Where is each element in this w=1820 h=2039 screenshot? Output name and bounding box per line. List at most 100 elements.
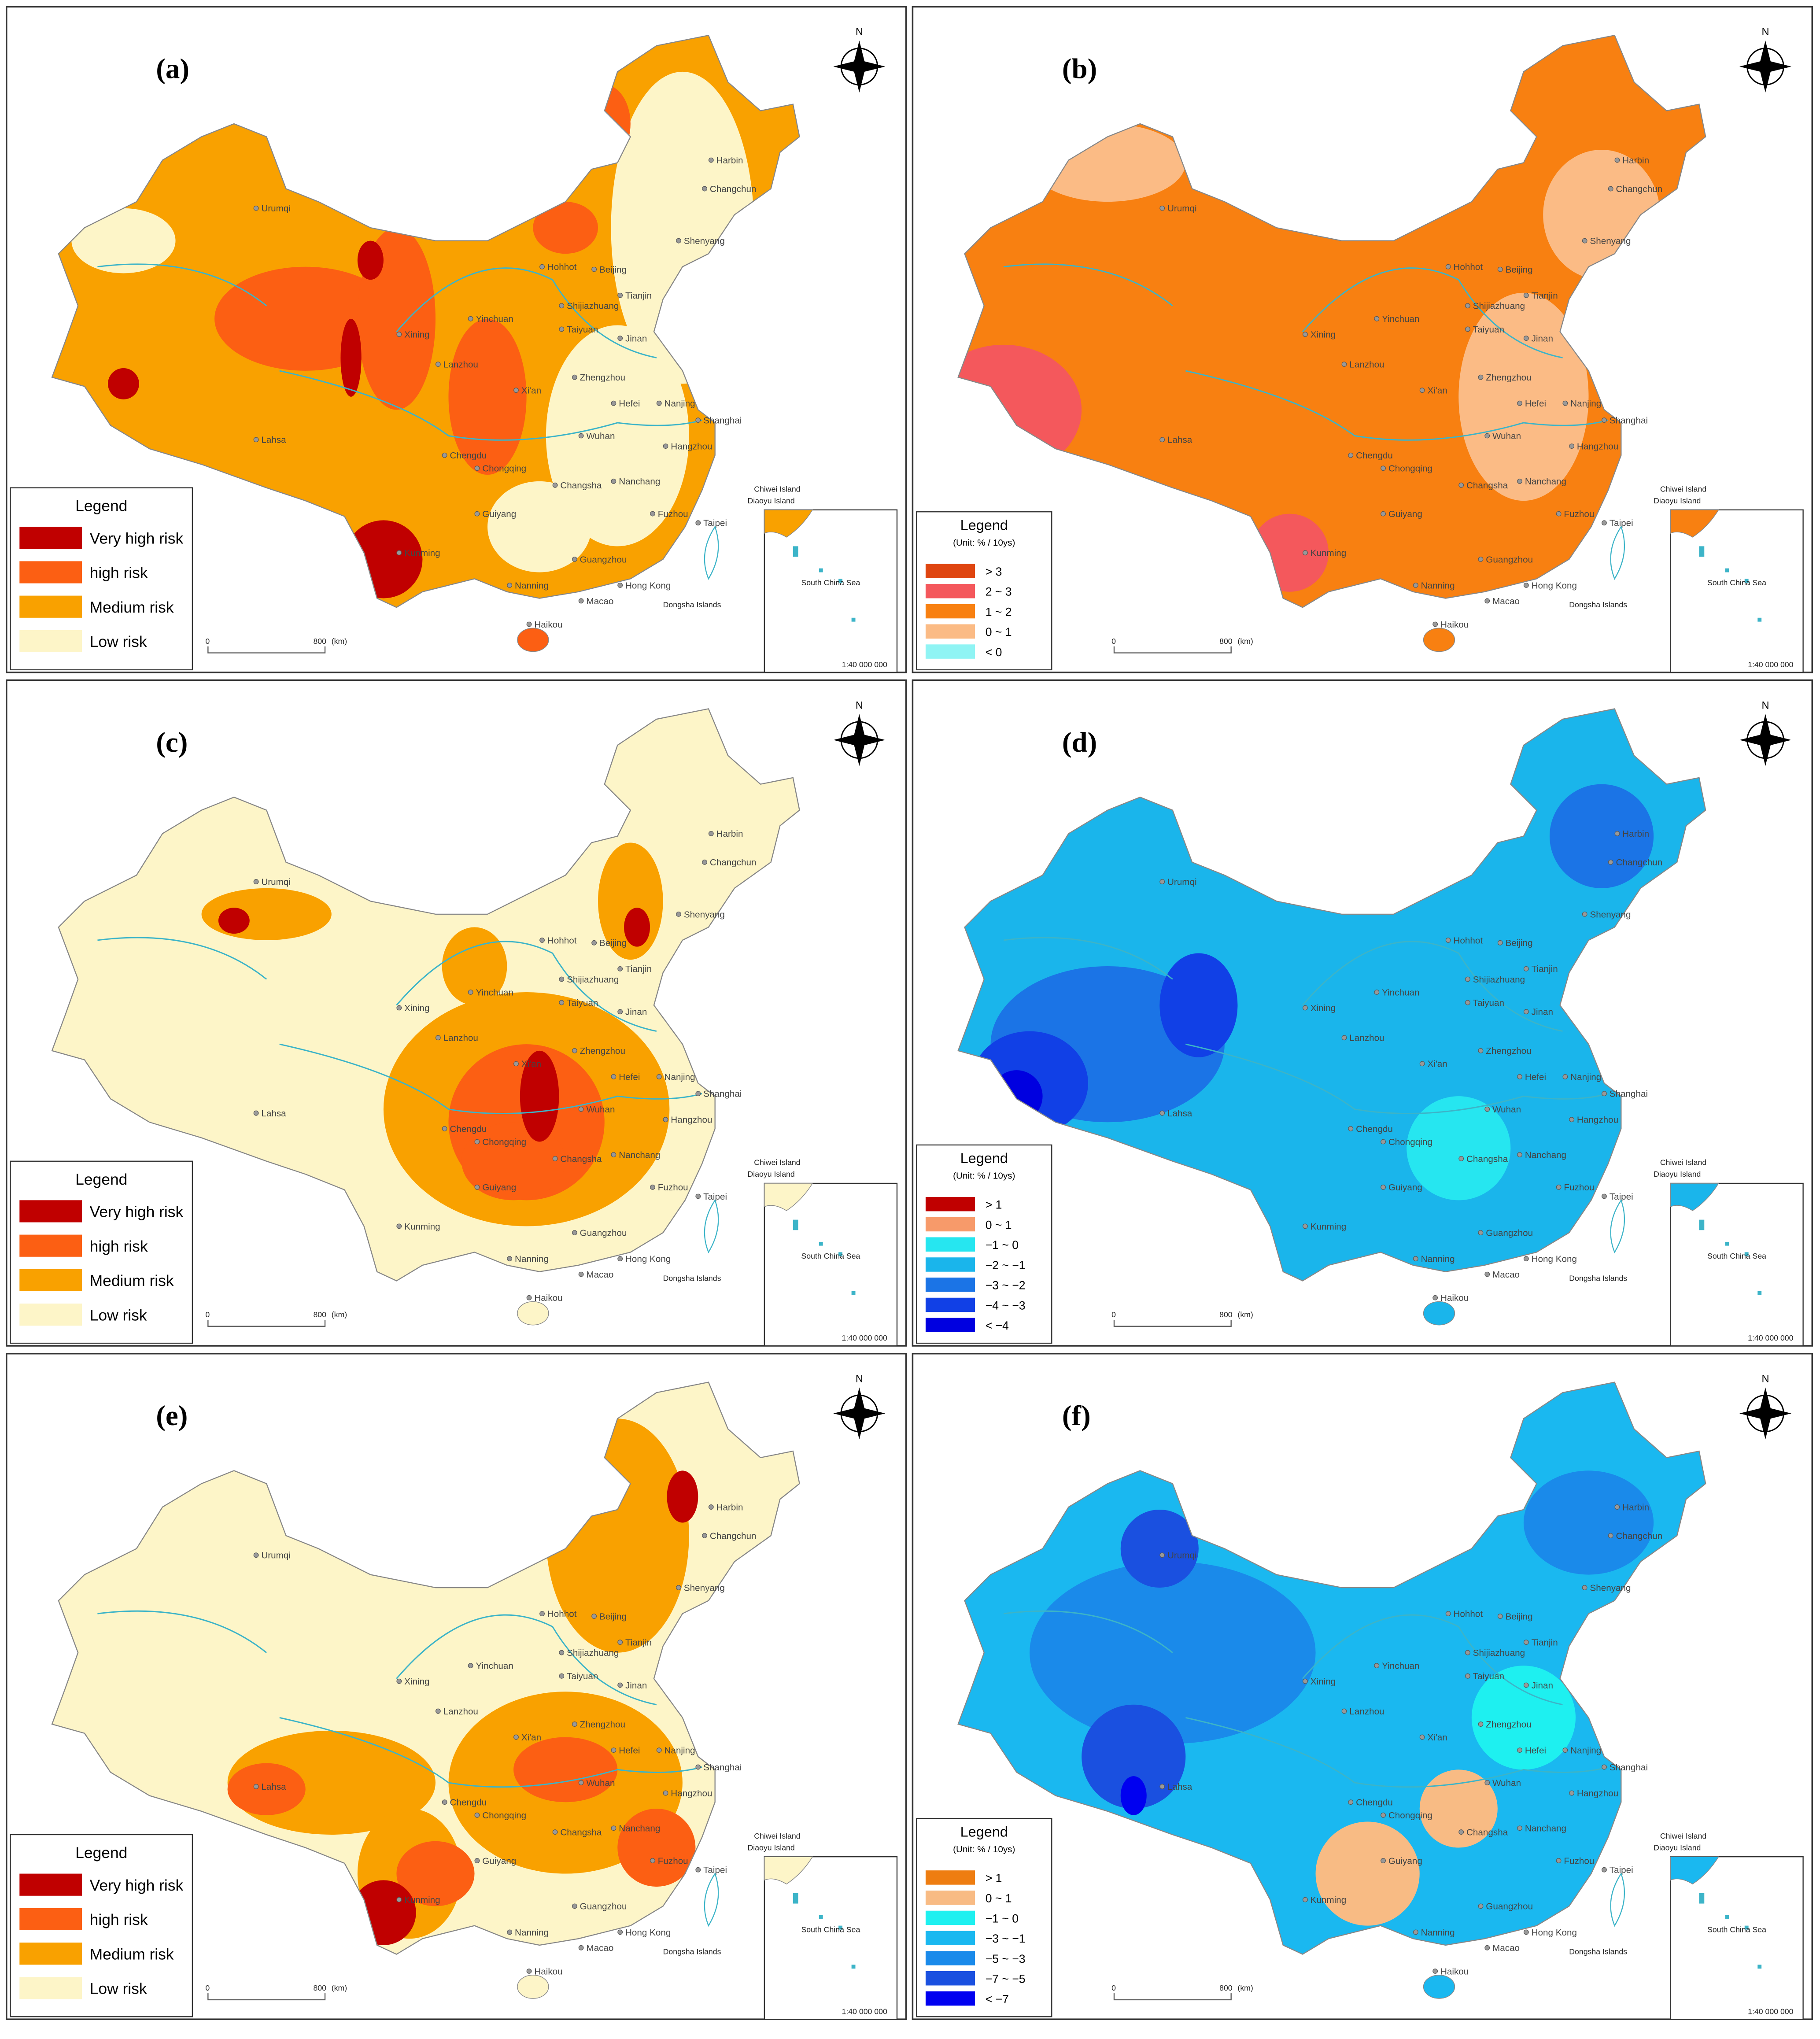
city-dot xyxy=(1497,1614,1503,1619)
legend-swatch xyxy=(925,644,975,659)
city-dot xyxy=(513,1061,519,1067)
city-dot xyxy=(474,465,480,471)
city-dot xyxy=(663,1117,668,1123)
river xyxy=(97,1610,702,1788)
scale-label: 0 xyxy=(1111,637,1116,646)
city-label: Fuzhou xyxy=(658,509,688,519)
legend-label: Low risk xyxy=(90,1980,147,1998)
hainan xyxy=(517,628,549,652)
city-label: Nanjing xyxy=(1570,399,1601,409)
city-label: Guiyang xyxy=(1388,1856,1422,1866)
zone xyxy=(667,1470,698,1523)
north-label: N xyxy=(1761,700,1769,711)
city-dot xyxy=(1348,452,1354,458)
city-label: Nanchang xyxy=(1525,477,1566,487)
island-label: Diaoyu Island xyxy=(1654,496,1701,505)
river xyxy=(1003,937,1609,1114)
city-label: Xining xyxy=(1311,1003,1336,1013)
city-label: Beijing xyxy=(1506,1611,1533,1622)
city-label: Hohhot xyxy=(1453,262,1483,272)
city-dot xyxy=(1348,1799,1354,1805)
city-label: Jinan xyxy=(625,1007,647,1017)
city-label: Guangzhou xyxy=(580,1902,627,1912)
zone xyxy=(624,908,650,947)
city-dot xyxy=(578,1780,584,1785)
city-label: Tianjin xyxy=(625,964,652,974)
scale-bar xyxy=(207,1319,326,1327)
city-dot xyxy=(559,1000,565,1005)
city-dot xyxy=(552,1156,558,1161)
zone xyxy=(108,368,139,399)
city-dot xyxy=(702,186,707,192)
zone xyxy=(1159,953,1238,1057)
city-dot xyxy=(1374,316,1380,321)
city-dot xyxy=(1569,1790,1575,1796)
scale-label: (km) xyxy=(1237,1310,1253,1319)
city-dot xyxy=(1523,1929,1529,1935)
city-label: Hong Kong xyxy=(1532,580,1577,591)
city-label: Haikou xyxy=(1440,620,1469,630)
city-dot xyxy=(1484,1780,1490,1785)
city-dot xyxy=(1465,1000,1470,1005)
city-dot xyxy=(474,1184,480,1190)
city-label: Harbin xyxy=(1622,829,1649,839)
city-label: Zhengzhou xyxy=(1486,1046,1531,1056)
inset-sea: South China Sea xyxy=(1707,578,1766,587)
city-label: Chongqing xyxy=(482,1810,526,1821)
city-dot xyxy=(1602,1193,1607,1199)
city-label: Chengdu xyxy=(1356,1798,1393,1808)
city-label: Taipei xyxy=(1610,518,1633,528)
city-dot xyxy=(617,336,623,341)
city-dot xyxy=(617,292,623,298)
city-label: Nanjing xyxy=(665,399,695,409)
city-label: Chongqing xyxy=(1388,464,1432,474)
city-label: Hangzhou xyxy=(671,1115,712,1125)
city-label: Guiyang xyxy=(1388,509,1422,519)
city-dot xyxy=(611,1074,617,1079)
panel-label: (b) xyxy=(1062,53,1097,85)
city-dot xyxy=(695,1764,701,1770)
city-dot xyxy=(591,266,597,272)
legend-swatch xyxy=(925,1971,975,1986)
inset-sea: South China Sea xyxy=(801,1252,860,1260)
city-label: Kunming xyxy=(1311,1895,1347,1905)
scale-bar xyxy=(207,1993,326,2001)
legend-swatch xyxy=(19,1269,82,1291)
legend-label: high risk xyxy=(90,564,148,582)
city-dot xyxy=(578,1106,584,1112)
legend-swatch xyxy=(19,561,82,584)
inset-land xyxy=(764,510,813,538)
scale-label: 0 xyxy=(205,1310,210,1319)
city-dot xyxy=(1614,831,1620,836)
city-label: Urumqi xyxy=(1167,877,1197,887)
city-label: Beijing xyxy=(599,1611,627,1622)
city-label: Macao xyxy=(1492,596,1520,606)
city-dot xyxy=(1159,879,1165,884)
city-dot xyxy=(474,511,480,517)
scale-label: 800 xyxy=(1219,1310,1233,1319)
zone xyxy=(396,1841,475,1906)
legend-swatch xyxy=(19,630,82,653)
city-label: Nanjing xyxy=(1570,1072,1601,1082)
city-dot xyxy=(253,437,259,443)
city-label: Shenyang xyxy=(684,1583,725,1593)
city-dot xyxy=(1608,859,1613,865)
city-dot xyxy=(1608,186,1613,192)
city-label: Yinchuan xyxy=(1382,314,1419,324)
city-label: Shijiazhuang xyxy=(1473,301,1525,311)
city-dot xyxy=(396,550,402,556)
legend-label: 2 ~ 3 xyxy=(986,585,1012,598)
city-dot xyxy=(1497,940,1503,946)
city-dot xyxy=(435,1708,441,1714)
city-dot xyxy=(1582,1585,1587,1590)
legend-label: 1 ~ 2 xyxy=(986,605,1012,618)
city-dot xyxy=(1341,1708,1347,1714)
legend-swatch xyxy=(19,1234,82,1257)
compass xyxy=(1739,714,1792,766)
city-label: Yinchuan xyxy=(476,1661,513,1671)
city-dot xyxy=(611,1747,617,1753)
city-dot xyxy=(1445,264,1451,270)
taiwan xyxy=(704,1199,719,1254)
city-label: Nanning xyxy=(1421,1254,1455,1264)
